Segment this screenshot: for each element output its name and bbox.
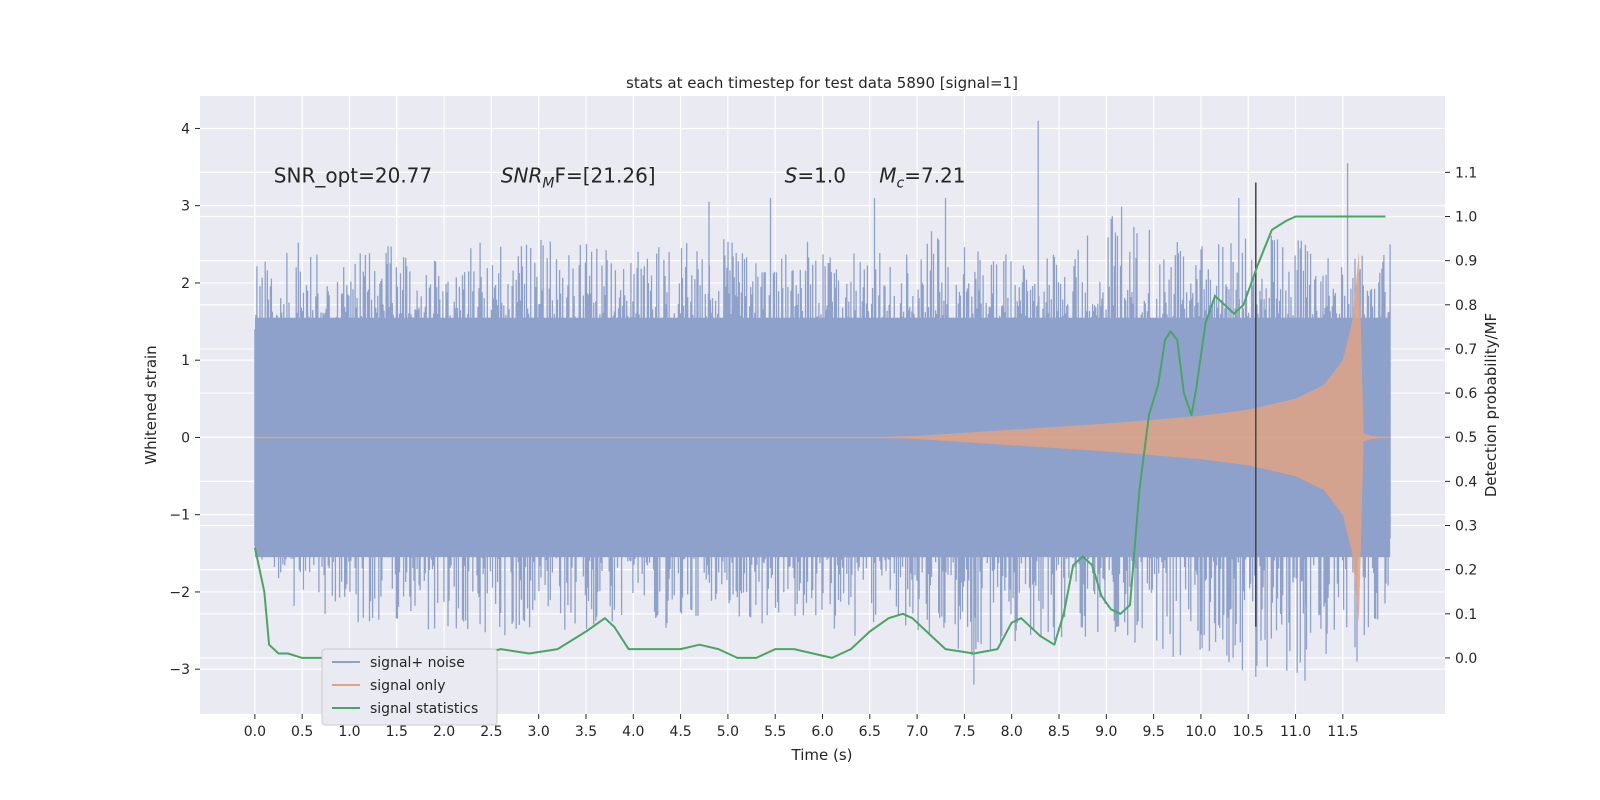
y-right-tick-label-2: 0.2 <box>1455 563 1477 579</box>
y-right-tick-label-9: 0.9 <box>1455 254 1477 270</box>
legend-box <box>321 648 498 726</box>
x-tick-label-21: 10.5 <box>1233 724 1264 740</box>
x-tick-label-9: 4.5 <box>669 724 691 740</box>
x-tick-label-7: 3.5 <box>575 724 597 740</box>
x-tick-label-12: 6.0 <box>811 724 833 740</box>
y-axis-right-ticks: 0.0 0.1 0.2 0.3 0.4 0.5 0.6 0.7 0.8 0.9 1.0 1.1 <box>1445 165 1477 667</box>
y-right-tick-label-0: 0.0 <box>1455 651 1477 667</box>
y-axis-right-label: Detection probability/MF <box>1482 313 1500 497</box>
annotation-mc: Mc=7.21 <box>879 164 965 192</box>
annotation-s: S=1.0 <box>785 164 846 188</box>
x-axis-label: Time (s) <box>791 746 853 764</box>
legend-label-signal-statistics: signal statistics <box>370 701 478 717</box>
x-tick-label-6: 3.0 <box>528 724 550 740</box>
annotation-snr-mf: SNRMF=[21.26] <box>501 164 656 192</box>
annotation-snr-opt: SNR_opt=20.77 <box>274 164 432 188</box>
x-tick-label-5: 2.5 <box>480 724 502 740</box>
x-tick-label-15: 7.5 <box>953 724 975 740</box>
x-tick-label-23: 11.5 <box>1327 724 1358 740</box>
legend-label-signal-noise: signal+ noise <box>370 655 465 671</box>
y-left-tick-label-2: −1 <box>169 508 190 524</box>
x-tick-label-18: 9.0 <box>1095 724 1117 740</box>
y-left-tick-label-4: 1 <box>181 353 190 369</box>
x-tick-label-8: 4.0 <box>622 724 644 740</box>
legend-label-signal-only: signal only <box>370 678 445 694</box>
y-left-tick-label-5: 2 <box>181 276 190 292</box>
y-right-tick-label-11: 1.1 <box>1455 165 1477 181</box>
y-right-tick-label-4: 0.4 <box>1455 474 1477 490</box>
x-tick-label-20: 10.0 <box>1185 724 1216 740</box>
x-tick-label-10: 5.0 <box>717 724 739 740</box>
y-right-tick-label-7: 0.7 <box>1455 342 1477 358</box>
x-tick-label-16: 8.0 <box>1001 724 1023 740</box>
x-tick-label-2: 1.0 <box>338 724 360 740</box>
y-left-tick-label-1: −2 <box>169 585 190 601</box>
legend: signal+ noise signal only signal statist… <box>321 648 498 726</box>
x-tick-label-17: 8.5 <box>1048 724 1070 740</box>
x-tick-label-4: 2.0 <box>433 724 455 740</box>
y-right-tick-label-10: 1.0 <box>1455 210 1477 226</box>
y-right-tick-label-3: 0.3 <box>1455 519 1477 535</box>
y-axis-left-label: Whitened strain <box>142 345 160 464</box>
y-right-tick-label-1: 0.1 <box>1455 607 1477 623</box>
x-tick-label-3: 1.5 <box>386 724 408 740</box>
signal-only-series <box>254 252 1391 623</box>
y-left-tick-label-3: 0 <box>181 430 190 446</box>
x-tick-label-22: 11.0 <box>1280 724 1311 740</box>
y-right-tick-label-6: 0.6 <box>1455 386 1477 402</box>
y-left-tick-label-7: 4 <box>181 121 190 137</box>
chart-title: stats at each timestep for test data 589… <box>626 74 1018 92</box>
x-tick-label-19: 9.5 <box>1142 724 1164 740</box>
x-tick-label-11: 5.5 <box>764 724 786 740</box>
x-tick-label-13: 6.5 <box>859 724 881 740</box>
x-tick-label-14: 7.0 <box>906 724 928 740</box>
y-right-tick-label-5: 0.5 <box>1455 430 1477 446</box>
y-left-tick-label-0: −3 <box>169 662 190 678</box>
annotations: SNR_opt=20.77 SNRMF=[21.26] S=1.0 Mc=7.21 <box>274 164 966 192</box>
y-left-tick-label-6: 3 <box>181 199 190 215</box>
x-tick-label-1: 0.5 <box>291 724 313 740</box>
x-tick-label-0: 0.0 <box>244 724 266 740</box>
y-axis-left-ticks: −3 −2 −1 0 1 2 3 4 <box>169 121 200 678</box>
x-axis-ticks: 0.0 0.5 1.0 1.5 2.0 2.5 3.0 3.5 4.0 4.5 5.0 5.5 6.0 6… <box>244 714 1358 740</box>
y-right-tick-label-8: 0.8 <box>1455 298 1477 314</box>
